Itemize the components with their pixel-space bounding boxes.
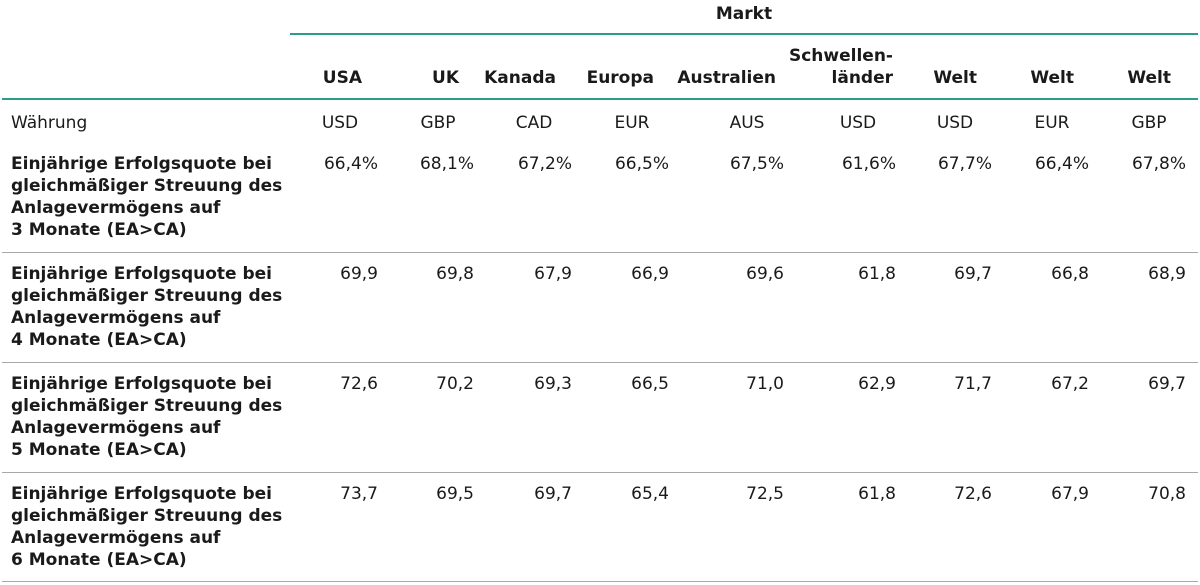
row-separator	[2, 472, 1198, 473]
table-cell-value: 67,9	[1051, 484, 1089, 504]
column-header-market: Europa	[586, 68, 654, 88]
table-cell-value: 71,0	[746, 374, 784, 394]
row-label: Einjährige Erfolgsquote bei gleichmäßige…	[11, 264, 283, 350]
row-separator	[2, 362, 1198, 363]
row-label: Einjährige Erfolgsquote bei gleichmäßige…	[11, 154, 283, 240]
table-cell-value: 69,7	[534, 484, 572, 504]
table-cell-value: 67,7%	[937, 154, 992, 174]
table-cell-value: 69,3	[534, 374, 572, 394]
table-cell-value: 66,5	[631, 374, 669, 394]
table-cell-value: 67,8%	[1131, 154, 1186, 174]
currency-cell: USD	[936, 113, 974, 133]
header-bottom-rule	[2, 98, 1198, 100]
row-label: Einjährige Erfolgsquote bei gleichmäßige…	[11, 484, 283, 570]
table-cell-value: 69,9	[340, 264, 378, 284]
column-header-market: Welt	[1030, 68, 1074, 88]
currency-cell: CAD	[515, 113, 553, 133]
table-cell-value: 68,1%	[419, 154, 474, 174]
table-cell-value: 69,6	[746, 264, 784, 284]
currency-cell: AUS	[729, 113, 765, 133]
market-header-rule	[290, 33, 1198, 35]
currency-row-label: Währung	[11, 113, 88, 133]
table-cell-value: 66,5%	[614, 154, 669, 174]
table-cell-value: 69,7	[954, 264, 992, 284]
table-cell-value: 67,2	[1051, 374, 1089, 394]
table-cell-value: 69,5	[436, 484, 474, 504]
row-separator	[2, 581, 1198, 582]
currency-cell: EUR	[1034, 113, 1070, 133]
table-cell-value: 72,5	[746, 484, 784, 504]
column-header-market: Welt	[933, 68, 977, 88]
column-header-market: UK	[432, 68, 459, 88]
table-cell-value: 67,2%	[517, 154, 572, 174]
currency-cell: USD	[839, 113, 877, 133]
row-separator	[2, 252, 1198, 253]
currency-cell: USD	[321, 113, 359, 133]
table-cell-value: 66,4%	[1034, 154, 1089, 174]
table-cell-value: 62,9	[858, 374, 896, 394]
currency-cell: GBP	[1131, 113, 1167, 133]
table-cell-value: 70,2	[436, 374, 474, 394]
table-cell-value: 71,7	[954, 374, 992, 394]
market-group-header: Markt	[715, 4, 773, 24]
table-cell-value: 66,4%	[323, 154, 378, 174]
table-cell-value: 67,5%	[729, 154, 784, 174]
table-cell-value: 65,4	[631, 484, 669, 504]
currency-cell: EUR	[614, 113, 650, 133]
table-cell-value: 67,9	[534, 264, 572, 284]
table-cell-value: 72,6	[340, 374, 378, 394]
table-cell-value: 61,8	[858, 264, 896, 284]
column-header-market: Kanada	[484, 68, 556, 88]
row-label: Einjährige Erfolgsquote bei gleichmäßige…	[11, 374, 283, 460]
currency-cell: GBP	[420, 113, 456, 133]
column-header-market: Schwellen- länder	[788, 46, 893, 88]
column-header-market: Australien	[677, 68, 776, 88]
table-cell-value: 68,9	[1148, 264, 1186, 284]
table-cell-value: 61,8	[858, 484, 896, 504]
table-cell-value: 70,8	[1148, 484, 1186, 504]
table-cell-value: 73,7	[340, 484, 378, 504]
table-cell-value: 72,6	[954, 484, 992, 504]
table-cell-value: 69,8	[436, 264, 474, 284]
table-cell-value: 69,7	[1148, 374, 1186, 394]
column-header-market: USA	[322, 68, 362, 88]
table-cell-value: 66,8	[1051, 264, 1089, 284]
column-header-market: Welt	[1127, 68, 1171, 88]
table-cell-value: 61,6%	[841, 154, 896, 174]
table-cell-value: 66,9	[631, 264, 669, 284]
